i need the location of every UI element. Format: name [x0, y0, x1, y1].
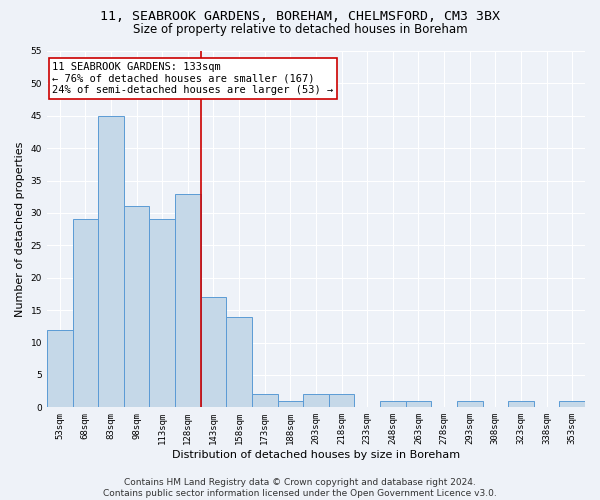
Bar	[124, 206, 149, 408]
Text: 11 SEABROOK GARDENS: 133sqm
← 76% of detached houses are smaller (167)
24% of se: 11 SEABROOK GARDENS: 133sqm ← 76% of det…	[52, 62, 334, 95]
Bar	[559, 401, 585, 407]
Bar	[457, 401, 482, 407]
Bar	[149, 220, 175, 408]
Text: Size of property relative to detached houses in Boreham: Size of property relative to detached ho…	[133, 22, 467, 36]
Bar	[226, 316, 252, 408]
X-axis label: Distribution of detached houses by size in Boreham: Distribution of detached houses by size …	[172, 450, 460, 460]
Bar	[380, 401, 406, 407]
Y-axis label: Number of detached properties: Number of detached properties	[15, 142, 25, 317]
Bar	[508, 401, 534, 407]
Bar	[278, 401, 303, 407]
Bar	[175, 194, 200, 408]
Bar	[98, 116, 124, 408]
Text: Contains HM Land Registry data © Crown copyright and database right 2024.
Contai: Contains HM Land Registry data © Crown c…	[103, 478, 497, 498]
Bar	[200, 297, 226, 408]
Bar	[303, 394, 329, 407]
Bar	[406, 401, 431, 407]
Bar	[329, 394, 355, 407]
Text: 11, SEABROOK GARDENS, BOREHAM, CHELMSFORD, CM3 3BX: 11, SEABROOK GARDENS, BOREHAM, CHELMSFOR…	[100, 10, 500, 23]
Bar	[47, 330, 73, 407]
Bar	[252, 394, 278, 407]
Bar	[73, 220, 98, 408]
